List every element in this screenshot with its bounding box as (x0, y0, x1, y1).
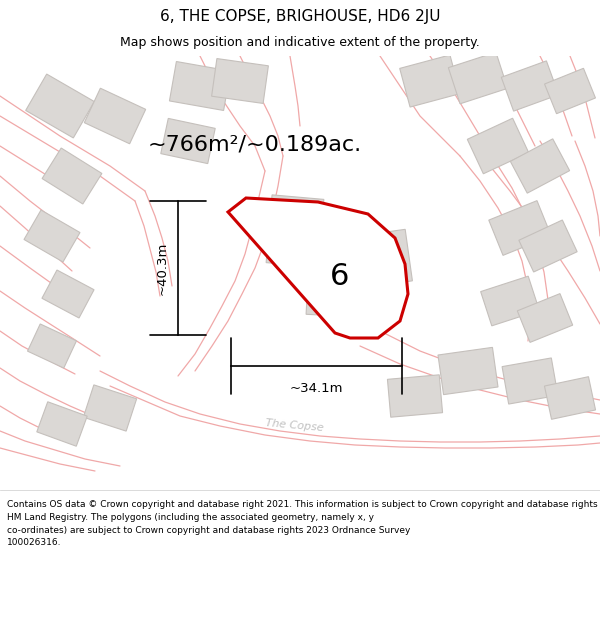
Bar (489, 201, 551, 256)
Bar (169, 61, 230, 111)
Bar (544, 377, 596, 419)
Text: ~34.1m: ~34.1m (290, 381, 343, 394)
Text: 6: 6 (331, 261, 350, 291)
Bar (24, 210, 80, 262)
Bar (400, 55, 460, 107)
Bar (511, 139, 569, 193)
Text: 6, THE COPSE, BRIGHOUSE, HD6 2JU: 6, THE COPSE, BRIGHOUSE, HD6 2JU (160, 9, 440, 24)
Bar (266, 195, 324, 267)
Text: Map shows position and indicative extent of the property.: Map shows position and indicative extent… (120, 36, 480, 49)
Bar (545, 68, 595, 114)
Bar (502, 358, 558, 404)
Bar (517, 294, 572, 343)
Bar (388, 375, 443, 418)
Bar (364, 229, 412, 287)
Text: The Copse: The Copse (265, 419, 325, 434)
Text: ~766m²/~0.189ac.: ~766m²/~0.189ac. (148, 134, 362, 154)
Bar (37, 402, 87, 446)
Bar (438, 348, 498, 394)
Bar (448, 52, 508, 104)
Text: Contains OS data © Crown copyright and database right 2021. This information is : Contains OS data © Crown copyright and d… (7, 500, 600, 548)
Bar (42, 148, 102, 204)
Bar (212, 59, 268, 103)
Bar (467, 118, 529, 174)
Bar (26, 74, 94, 138)
Bar (306, 259, 354, 317)
Bar (161, 118, 215, 164)
Bar (85, 88, 146, 144)
Bar (28, 324, 76, 368)
Text: ~40.3m: ~40.3m (155, 241, 169, 295)
Bar (83, 385, 137, 431)
Bar (481, 276, 539, 326)
Bar (519, 220, 577, 272)
Bar (42, 270, 94, 318)
Polygon shape (228, 198, 408, 338)
Bar (501, 61, 559, 111)
